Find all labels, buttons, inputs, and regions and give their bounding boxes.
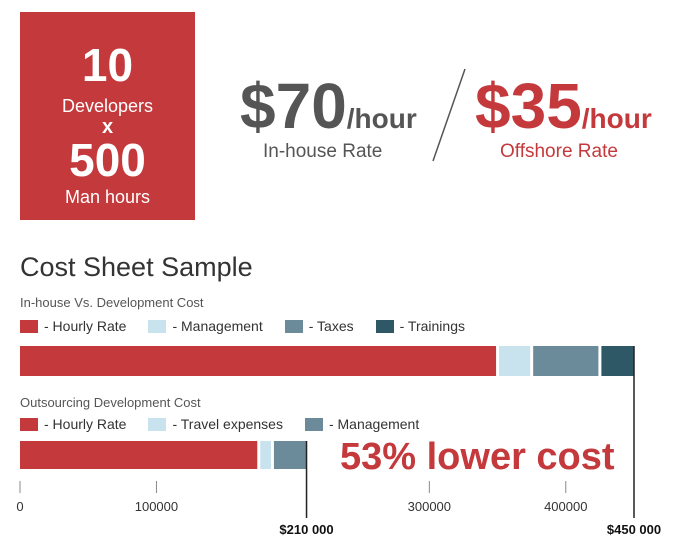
- hours-label: Man hours: [64, 187, 151, 207]
- legend-swatch: [148, 417, 167, 431]
- offshore-rate-value: $35: [475, 70, 582, 142]
- tick-label: 0: [16, 499, 23, 514]
- legend-item: - Travel expenses: [148, 416, 283, 432]
- legend-label: - Trainings: [399, 318, 465, 334]
- rate-divider: [432, 68, 466, 162]
- legend-item: - Trainings: [375, 318, 465, 334]
- inhouse-rate-label: In-house Rate: [263, 141, 383, 162]
- offshore-rate-label: Offshore Rate: [500, 141, 618, 162]
- legend-swatch: [375, 319, 394, 333]
- total-label-outsourcing: $210 000: [279, 522, 333, 537]
- legend-item: - Management: [304, 416, 420, 432]
- legend-item: - Taxes: [284, 318, 354, 334]
- inhouse-rate: $70/hour: [240, 74, 417, 138]
- inhouse-rate-unit: /hour: [346, 103, 417, 134]
- legend-label: - Management: [172, 318, 263, 334]
- bar-segment-1-2: [533, 346, 599, 376]
- legend-item: - Hourly Rate: [20, 416, 126, 432]
- legend-label: - Management: [328, 416, 420, 432]
- multiplier-sign: x: [101, 116, 114, 138]
- legend-swatch: [20, 417, 38, 431]
- bar-segment-2-0: [20, 441, 258, 469]
- developers-count: 10: [81, 39, 134, 91]
- chart-1-title: In-house Vs. Development Cost: [20, 295, 204, 310]
- offshore-rate: $35/hour: [475, 74, 652, 138]
- legend-label: - Hourly Rate: [44, 416, 127, 432]
- chart-1-bars: [20, 346, 634, 376]
- legend-label: - Hourly Rate: [44, 318, 127, 334]
- legend-label: - Taxes: [308, 318, 354, 334]
- bar-segment-2-1: [260, 441, 271, 469]
- section-title: Cost Sheet Sample: [20, 252, 253, 282]
- chart-1-legend: - Hourly Rate - Management - Taxes - Tra…: [20, 318, 487, 334]
- offshore-rate-unit: /hour: [581, 103, 652, 134]
- chart-2-bars: [20, 441, 307, 469]
- inhouse-rate-value: $70: [240, 70, 347, 142]
- chart-2-legend: - Hourly Rate - Travel expenses - Manage…: [20, 416, 441, 432]
- bar-segment-1-1: [499, 346, 531, 376]
- hours-count: 500: [69, 134, 146, 186]
- legend-swatch: [20, 319, 38, 333]
- savings-callout: 53% lower cost: [340, 436, 615, 478]
- team-summary-box: 10 Developers x 500 Man hours: [20, 12, 195, 220]
- legend-label: - Travel expenses: [172, 416, 283, 432]
- chart-axis: 0 100000 300000 400000 $450 000 $210 000: [16, 346, 661, 537]
- tick-label: 100000: [135, 499, 178, 514]
- tick-label: 300000: [408, 499, 451, 514]
- legend-swatch: [304, 417, 323, 431]
- bar-segment-2-2: [273, 441, 307, 469]
- bar-segment-1-3: [601, 346, 634, 376]
- legend-item: - Hourly Rate: [20, 318, 126, 334]
- developers-label: Developers: [61, 96, 154, 116]
- tick-label: 400000: [544, 499, 587, 514]
- total-label-inhouse: $450 000: [607, 522, 661, 537]
- chart-2-title: Outsourcing Development Cost: [20, 395, 201, 410]
- legend-swatch: [148, 319, 167, 333]
- legend-item: - Management: [148, 318, 263, 334]
- legend-swatch: [284, 319, 303, 333]
- bar-segment-1-0: [20, 346, 497, 376]
